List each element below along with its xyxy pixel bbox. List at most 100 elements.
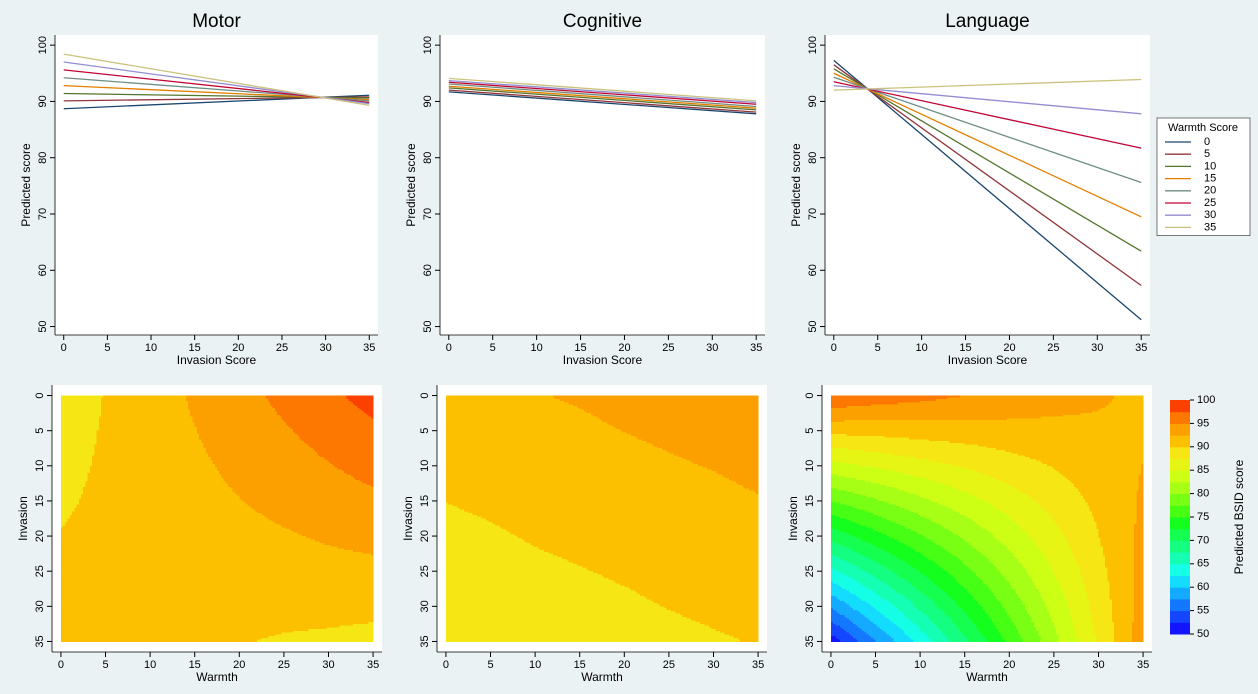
contour-cell — [984, 555, 1015, 558]
contour-cell — [1015, 590, 1039, 593]
contour-cell — [973, 546, 1008, 549]
contour-cell — [1051, 618, 1073, 621]
contour-cell — [1096, 639, 1115, 643]
contour-cell — [593, 571, 759, 574]
contour-cell — [593, 414, 759, 418]
contour-cell — [232, 488, 374, 491]
contour-cell — [942, 525, 981, 528]
contour-cell — [900, 541, 935, 544]
contour-cell — [1091, 618, 1113, 621]
contour-cell — [445, 404, 574, 407]
contour-cell — [101, 400, 189, 404]
contour-cell — [1134, 543, 1144, 546]
contour-cell — [864, 630, 886, 634]
contour-cell — [871, 588, 894, 592]
contour-cell — [445, 569, 590, 572]
contour-cell — [906, 579, 932, 583]
contour-cell — [1107, 404, 1144, 407]
contour-cell — [855, 536, 890, 539]
contour-cell — [445, 544, 534, 548]
contour-cell — [1011, 518, 1055, 521]
contour-cell — [457, 506, 759, 509]
contour-cell — [891, 636, 910, 639]
contour-cell — [445, 525, 501, 528]
contour-cell — [445, 616, 688, 620]
contour-cell — [1131, 636, 1144, 639]
contour-cell — [926, 537, 964, 541]
contour-cell — [875, 608, 899, 611]
contour-cell — [904, 560, 935, 564]
contour-cell — [630, 588, 759, 592]
contour-cell — [830, 400, 921, 404]
contour-cell — [942, 546, 975, 549]
contour-cell — [602, 420, 759, 423]
contour-cell — [917, 532, 955, 535]
contour-cell — [445, 428, 621, 432]
contour-cell — [855, 579, 881, 583]
contour-cell — [60, 601, 374, 604]
contour-cell — [949, 639, 968, 643]
contour-cell — [987, 446, 1144, 449]
contour-cell — [60, 527, 287, 530]
contour-cell — [239, 497, 374, 500]
contour-cell — [60, 581, 374, 585]
contour-cell — [1076, 629, 1095, 632]
contour-cell — [839, 613, 863, 616]
contour-cell — [966, 639, 988, 643]
contour-cell — [962, 562, 993, 565]
x-tick-label: 10 — [530, 342, 542, 354]
contour-cell — [920, 400, 1113, 404]
contour-cell — [891, 602, 915, 606]
contour-cell — [274, 522, 374, 525]
contour-cell — [864, 509, 910, 513]
contour-cell — [1089, 509, 1137, 513]
contour-cell — [60, 502, 80, 506]
contour-cell — [1078, 564, 1106, 567]
legend-label: 5 — [1204, 148, 1210, 160]
contour-cell — [915, 550, 948, 553]
colorbar-segment — [1170, 528, 1190, 541]
contour-cell — [830, 485, 888, 488]
contour-cell — [1136, 490, 1144, 493]
contour-cell — [232, 490, 374, 493]
contour-cell — [196, 432, 296, 435]
contour-cell — [966, 590, 993, 593]
contour-cell — [1134, 541, 1144, 544]
contour-cell — [445, 557, 563, 560]
contour-cell — [1111, 601, 1135, 604]
contour-cell — [1018, 558, 1048, 562]
contour-cell — [361, 409, 374, 412]
x-tick-label: 5 — [487, 659, 493, 671]
contour-cell — [830, 588, 848, 592]
colorbar-segment — [1170, 587, 1190, 600]
contour-cell — [1098, 532, 1135, 535]
contour-cell — [937, 481, 1006, 484]
contour-cell — [1056, 576, 1084, 579]
contour-cell — [895, 522, 937, 525]
contour-cell — [830, 578, 854, 581]
contour-cell — [1096, 525, 1135, 528]
contour-cell — [850, 620, 872, 623]
contour-cell — [980, 604, 1004, 607]
contour-cell — [830, 411, 1093, 414]
contour-cell — [353, 476, 374, 479]
contour-cell — [848, 590, 874, 593]
contour-cell — [1134, 602, 1144, 606]
contour-cell — [221, 476, 354, 479]
contour-cell — [844, 601, 868, 604]
contour-cell — [1087, 599, 1113, 602]
contour-cell — [292, 428, 374, 432]
x-tick-label: 15 — [574, 342, 586, 354]
contour-cell — [339, 625, 374, 629]
contour-cell — [208, 453, 318, 456]
contour-cell — [1091, 513, 1137, 516]
contour-cell — [445, 579, 614, 583]
contour-cell — [682, 457, 759, 460]
contour-cell — [1094, 520, 1137, 523]
contour-cell — [445, 546, 538, 549]
contour-cell — [830, 572, 843, 576]
contour-cell — [853, 492, 910, 495]
contour-cell — [445, 587, 630, 590]
contour-cell — [1114, 636, 1133, 639]
